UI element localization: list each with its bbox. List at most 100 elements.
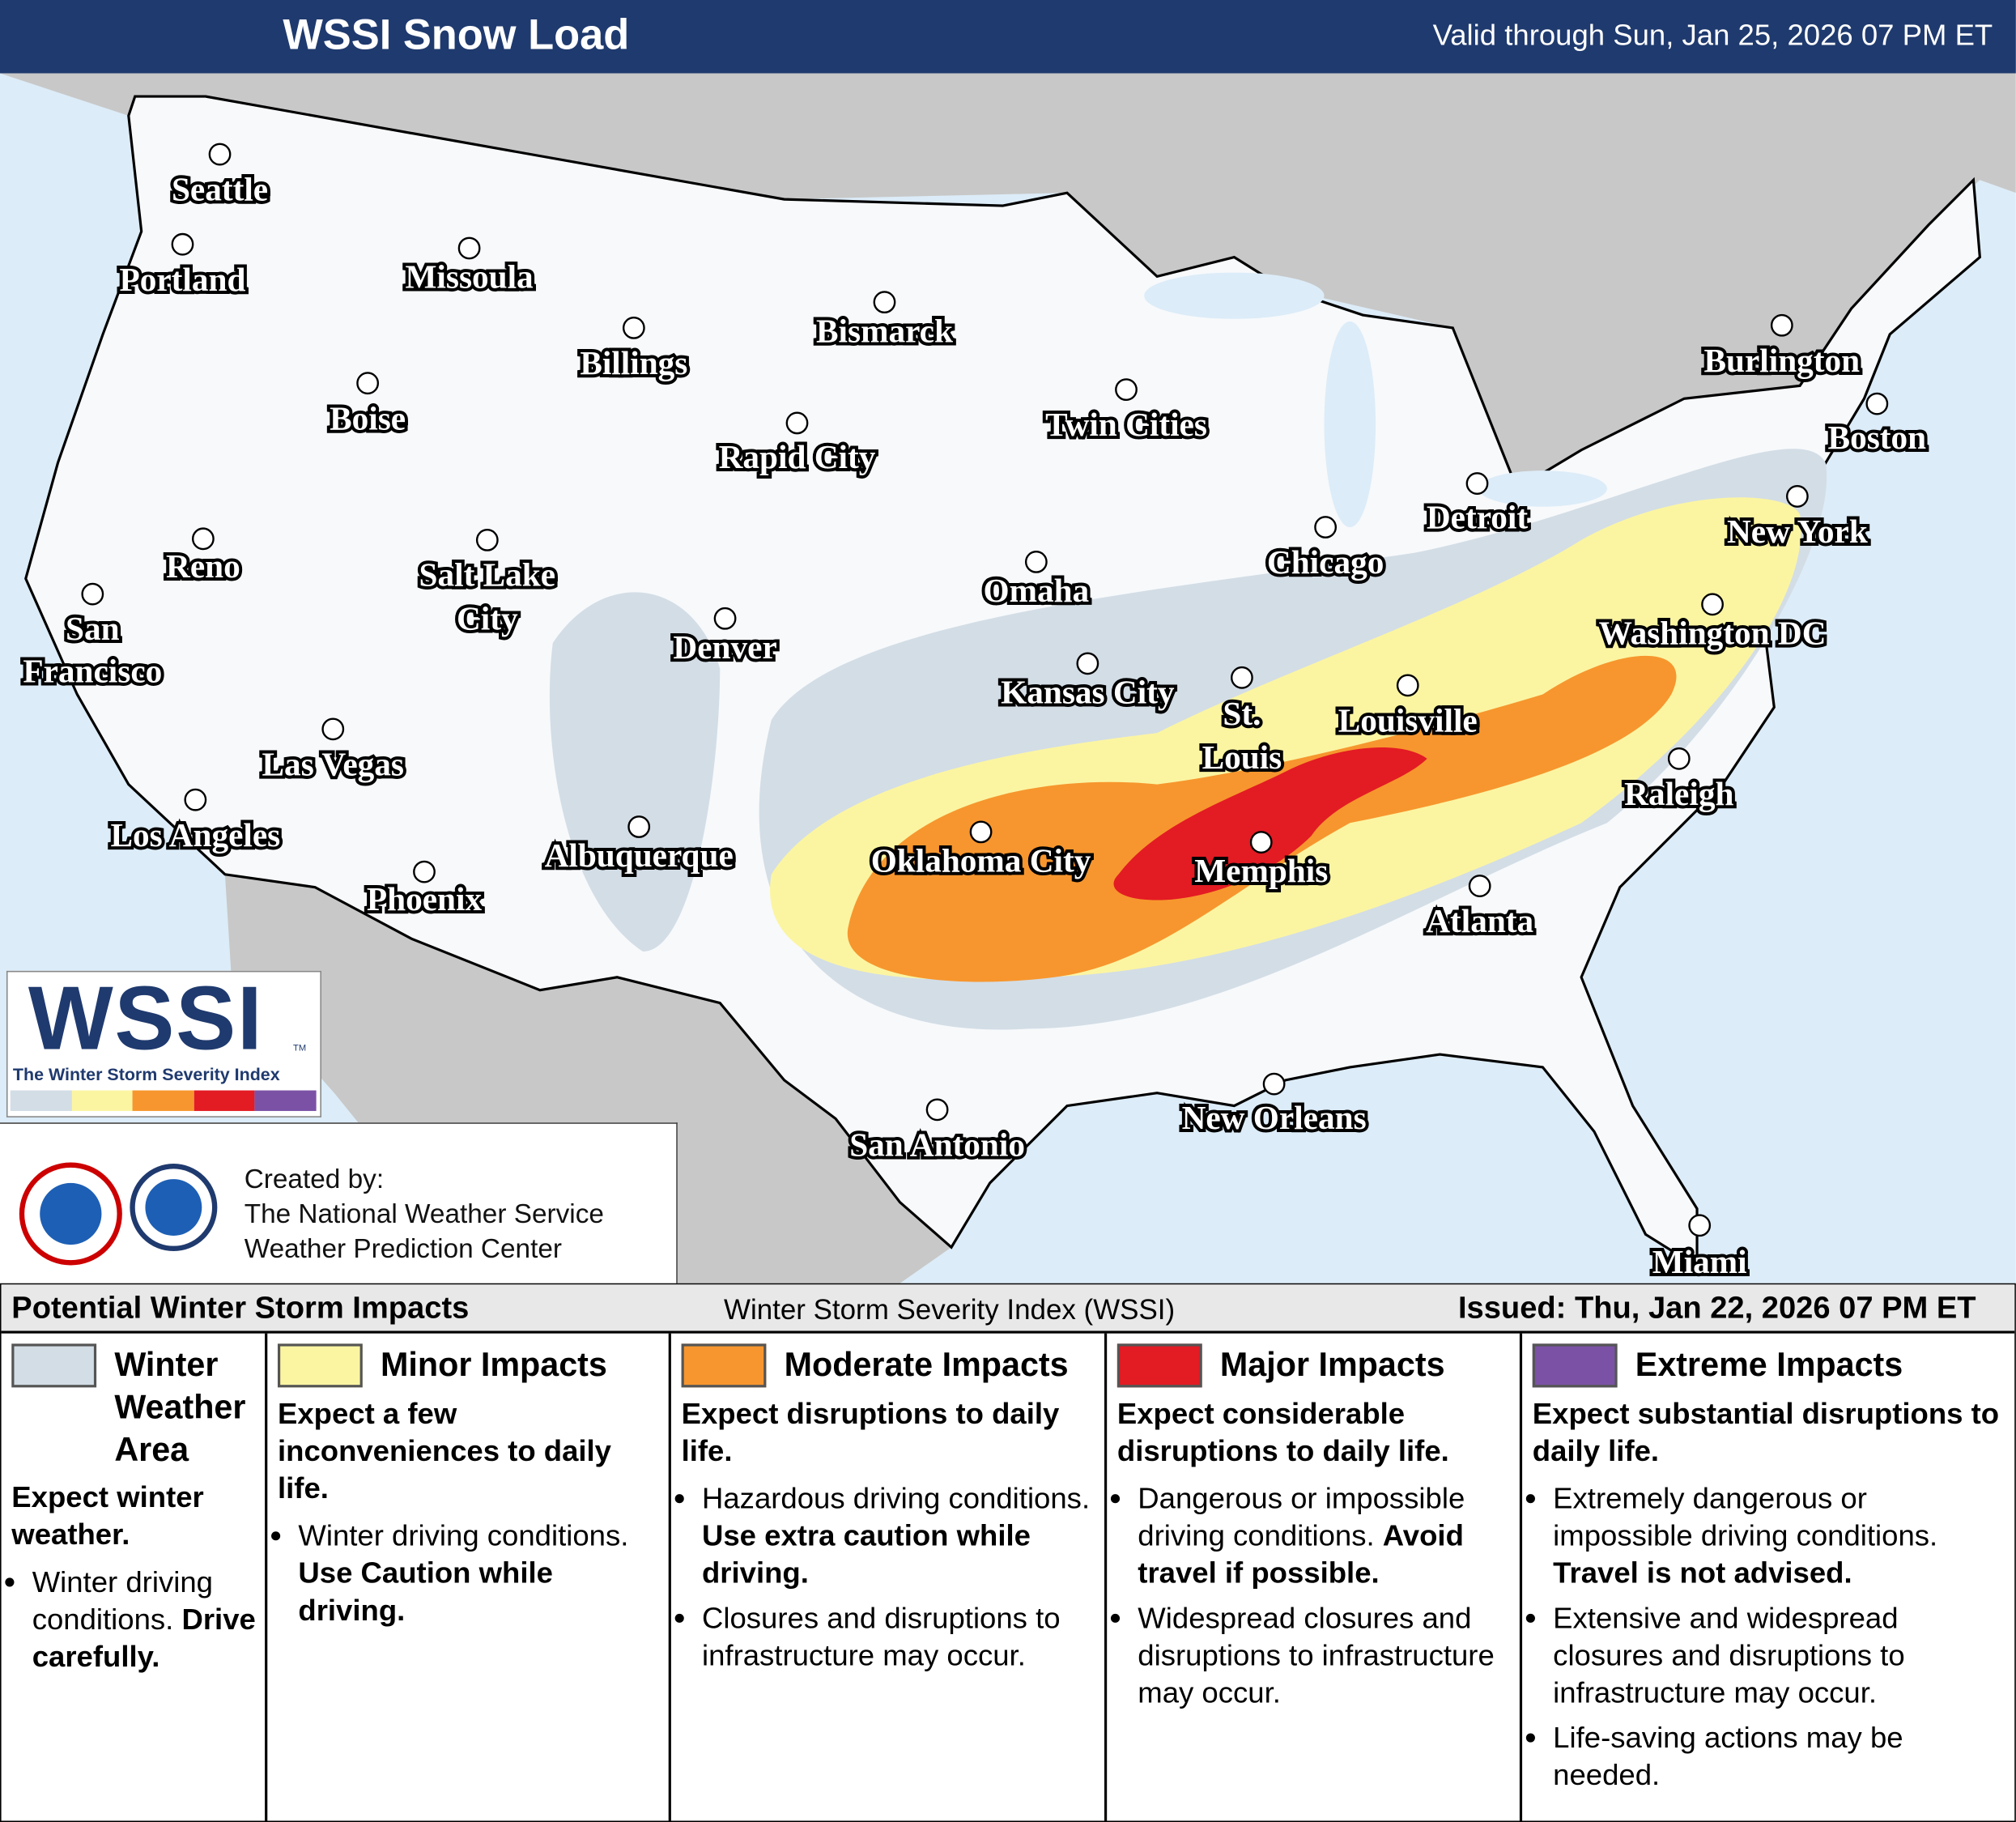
city-label: Portland: [120, 261, 246, 298]
city-marker: [1076, 652, 1099, 675]
city-label: Denver: [673, 628, 776, 666]
bullet-text: Use extra caution while driving.: [701, 1518, 1031, 1590]
logo-color-bar: [10, 1090, 317, 1111]
city-label: Oklahoma City: [871, 842, 1091, 879]
legend-bullets: Dangerous or impossible driving conditio…: [1117, 1480, 1512, 1712]
logo-swatch: [71, 1090, 133, 1111]
legend-summary: Expect a few inconveniences to daily lif…: [277, 1396, 611, 1505]
city-marker: [873, 291, 896, 314]
city-marker: [1688, 1214, 1712, 1237]
canada: [0, 73, 2016, 489]
city-marker: [1667, 747, 1691, 770]
city-marker: [969, 820, 993, 844]
city-label: Omaha: [983, 572, 1089, 609]
city-marker: [184, 788, 207, 811]
valid-time: Valid through Sun, Jan 25, 2026 07 PM ET: [1432, 18, 1993, 52]
legend-bullet: Extensive and widespread closures and di…: [1553, 1599, 2007, 1711]
city-marker: [457, 236, 481, 260]
legend-bullets: Hazardous driving conditions. Use extra …: [682, 1480, 1097, 1675]
city-marker: [475, 529, 499, 551]
city-marker: [1314, 516, 1338, 539]
city-marker: [191, 527, 215, 551]
city-marker: [1231, 666, 1253, 689]
city-marker: [627, 815, 651, 838]
legend-header: Potential Winter Storm Impacts Winter St…: [1, 1284, 2015, 1334]
bullet-text: Winter driving conditions.: [32, 1564, 213, 1636]
bullet-text: Avoid travel if possible.: [1138, 1518, 1464, 1590]
credits: Created by: The National Weather Service…: [0, 1122, 678, 1288]
lake-superior: [1144, 272, 1325, 319]
legend-bullet: Dangerous or impossible driving conditio…: [1138, 1480, 1512, 1592]
bullet-text: Widespread closures and disruptions to i…: [1138, 1600, 1495, 1709]
bullet-text: Winter driving conditions.: [298, 1518, 629, 1552]
credit-line: The National Weather Service: [244, 1199, 604, 1230]
wssi-logo: WSSI TM The Winter Storm Severity Index: [6, 968, 321, 1117]
city-marker: [622, 317, 645, 339]
legend-title: Potential Winter Storm Impacts: [11, 1291, 470, 1326]
legend-name: Minor Impacts: [381, 1344, 607, 1384]
city-label: San Antonio: [849, 1126, 1025, 1163]
legend: Potential Winter Storm Impacts Winter St…: [0, 1283, 2016, 1822]
city-label: Burlington: [1704, 342, 1861, 379]
legend-bullet: Closures and disruptions to infrastructu…: [702, 1599, 1096, 1674]
credit-line: Weather Prediction Center: [244, 1234, 563, 1264]
bullet-text: Travel is not advised.: [1553, 1556, 1852, 1590]
legend-swatch: [1116, 1343, 1202, 1388]
city-label: Raleigh: [1624, 775, 1733, 812]
legend-column: Extreme Impacts Expect substantial disrup…: [1522, 1334, 2014, 1821]
city-marker: [1770, 313, 1793, 337]
city-label: Phoenix: [367, 880, 483, 917]
city-label: Salt Lake City: [419, 556, 556, 637]
city-marker: [785, 411, 809, 435]
header-bar: WSSI Snow Load Valid through Sun, Jan 25…: [0, 0, 2016, 74]
legend-summary: Expect disruptions to daily life.: [681, 1396, 1060, 1467]
lake-erie: [1478, 470, 1607, 507]
legend-bullet: Winter driving conditions. Drive careful…: [32, 1564, 257, 1675]
city-label: Rapid City: [719, 438, 876, 475]
legend-bullet: Hazardous driving conditions. Use extra …: [702, 1480, 1096, 1592]
legend-column: Moderate Impacts Expect disruptions to da…: [671, 1333, 1108, 1821]
city-label: Miami: [1652, 1243, 1747, 1280]
city-marker: [925, 1098, 949, 1122]
legend-name: Major Impacts: [1219, 1344, 1445, 1384]
city-marker: [1865, 392, 1889, 415]
city-marker: [1701, 593, 1724, 616]
bullet-text: Hazardous driving conditions.: [701, 1481, 1091, 1515]
city-label: Kansas City: [1001, 674, 1175, 711]
legend-bullets: Extremely dangerous or impossible drivin…: [1533, 1480, 2007, 1794]
city-label: St. Louis: [1202, 696, 1282, 777]
city-label: Reno: [166, 547, 240, 585]
legend-bullet: Winter driving conditions. Use Caution w…: [298, 1518, 661, 1629]
map: Seattle Portland Missoula Billings Bismarck B…: [0, 73, 2016, 1283]
city-label: Chicago: [1267, 543, 1384, 581]
major-area: [1113, 747, 1427, 900]
legend-bullets: Winter driving conditions. Use Caution w…: [278, 1518, 661, 1629]
credit-text: Created by: The National Weather Service…: [245, 1162, 604, 1266]
bullet-text: Dangerous or impossible driving conditio…: [1138, 1481, 1465, 1552]
bullet-text: Closures and disruptions to infrastructu…: [701, 1600, 1061, 1672]
legend-center: Winter Storm Severity Index (WSSI): [723, 1293, 1176, 1326]
city-marker: [1115, 378, 1138, 402]
city-label: Detroit: [1427, 499, 1529, 536]
legend-swatch: [11, 1343, 97, 1388]
winter-area-west: [549, 592, 721, 952]
legend-summary: Expect considerable disruptions to daily…: [1116, 1396, 1449, 1467]
logo-swatch: [194, 1090, 255, 1111]
logo-swatch: [132, 1090, 194, 1111]
city-layer: Seattle Portland Missoula Billings Bismarck B…: [19, 143, 1929, 1283]
legend-summary: Expect winter weather.: [11, 1479, 204, 1552]
city-marker: [321, 717, 345, 741]
legend-bullet: Life-saving actions may be needed.: [1553, 1719, 2007, 1794]
legend-name-row: Minor Impacts: [277, 1343, 661, 1388]
legend-column: Minor Impacts Expect a few inconveniences…: [267, 1333, 671, 1821]
legend-column: Major Impacts Expect considerable disrupt…: [1107, 1333, 1523, 1821]
agency-logos: [19, 1162, 218, 1266]
city-label: Twin Cities: [1045, 406, 1207, 443]
city-marker: [171, 232, 194, 256]
lake-michigan: [1324, 321, 1376, 528]
legend-column: Winter Weather Area Expect winter weather…: [2, 1333, 268, 1821]
city-label: Atlanta: [1426, 902, 1533, 939]
city-label: Las Vegas: [262, 745, 404, 782]
legend-name-row: Extreme Impacts: [1532, 1343, 2007, 1388]
